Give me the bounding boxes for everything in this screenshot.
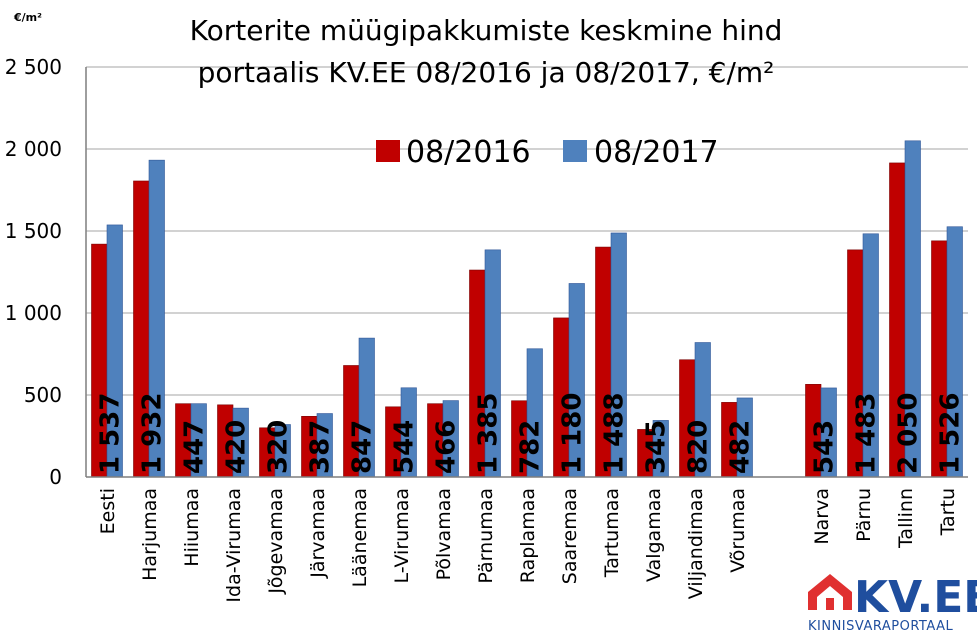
legend-swatch-2016 <box>376 140 400 162</box>
data-label: 1 385 <box>474 393 504 474</box>
unit-label: €/m² <box>13 11 42 24</box>
x-tick-label: Läänemaa <box>349 488 371 587</box>
x-tick-label: Eesti <box>97 488 119 534</box>
data-label: 1 932 <box>138 393 168 474</box>
house-window-icon <box>826 598 834 610</box>
x-tick-label: Võrumaa <box>727 488 749 573</box>
x-tick-label: Ida-Virumaa <box>223 488 245 603</box>
legend-swatch-2017 <box>563 140 587 162</box>
y-tick-label: 500 <box>24 383 62 407</box>
data-label: 387 <box>306 420 336 474</box>
y-tick-label: 2 000 <box>5 137 62 161</box>
x-tick-label: Harjumaa <box>139 488 161 581</box>
x-tick-label: Pärnu <box>853 488 875 542</box>
legend-label-2017: 08/2017 <box>594 135 719 170</box>
legend-label-2016: 08/2016 <box>406 135 531 170</box>
x-tick-label: Põlvamaa <box>433 488 455 580</box>
x-tick-label: Raplamaa <box>517 488 539 583</box>
chart-title-line-1: Korterite müügipakkumiste keskmine hind <box>190 14 783 47</box>
x-tick-label: Tartu <box>937 488 959 536</box>
x-tick-label: Saaremaa <box>559 488 581 584</box>
y-tick-label: 1 000 <box>5 301 62 325</box>
x-tick-label: L-Virumaa <box>391 488 413 584</box>
y-tick-label: 2 500 <box>5 55 62 79</box>
data-label: 1 180 <box>558 393 588 474</box>
data-label: 1 526 <box>936 393 966 474</box>
x-tick-label: Viljandimaa <box>685 488 707 599</box>
y-tick-label: 0 <box>49 465 62 489</box>
data-label: 847 <box>348 420 378 474</box>
data-label: 420 <box>222 420 252 474</box>
y-tick-labels: 0 500 1 000 1 500 2 000 2 500 <box>5 55 62 489</box>
logo-subtitle: KINNISVARAPORTAAL <box>808 619 953 634</box>
data-label: 1 537 <box>96 393 126 474</box>
x-tick-label: Pärnumaa <box>475 488 497 584</box>
x-tick-label: Jõgevamaa <box>265 488 287 595</box>
x-tick-label: Hiiumaa <box>181 488 203 567</box>
y-tick-label: 1 500 <box>5 219 62 243</box>
data-label: 1 488 <box>600 393 630 474</box>
x-tick-labels: Eesti Harjumaa Hiiumaa Ida-Virumaa Jõgevamaa… <box>97 488 959 603</box>
gridlines <box>86 66 968 396</box>
kvee-logo: KV.EE KINNISVARAPORTAAL <box>808 572 977 634</box>
data-label: 544 <box>390 420 420 474</box>
x-tick-label: Valgamaa <box>643 488 665 582</box>
data-label: 2 050 <box>894 393 924 474</box>
house-icon <box>808 574 852 610</box>
chart-title-line-2: portaalis KV.EE 08/2016 ja 08/2017, €/m² <box>198 56 775 89</box>
data-label: 466 <box>432 420 462 474</box>
axes <box>85 67 968 478</box>
data-label: 345 <box>642 420 672 474</box>
x-tick-label: Tartumaa <box>601 488 623 578</box>
data-label: 782 <box>516 420 546 474</box>
data-label: 820 <box>684 420 714 474</box>
data-label: 1 483 <box>852 393 882 474</box>
x-tick-label: Tallinn <box>895 488 917 549</box>
legend: 08/2016 08/2017 <box>376 135 719 170</box>
data-label: 320 <box>264 420 294 474</box>
data-label: 482 <box>726 420 756 474</box>
data-label: 447 <box>180 420 210 474</box>
data-labels: 1 537 1 932 447 420 320 387 847 544 466 1 385 782 1… <box>96 393 966 474</box>
bars <box>91 140 963 478</box>
x-tick-label: Järvamaa <box>307 488 329 579</box>
x-tick-label: Narva <box>811 488 833 545</box>
data-label: 543 <box>810 420 840 474</box>
logo-text: KV.EE <box>854 572 977 623</box>
